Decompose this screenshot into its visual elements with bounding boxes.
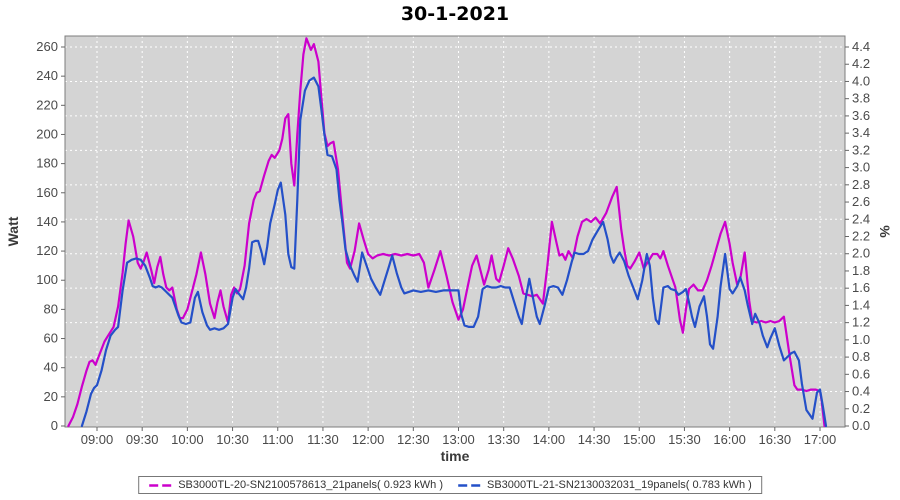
series2-line-marker-icon (458, 483, 482, 487)
legend-label-inverter-21: SB3000TL-21-SN2130032031_19panels( 0.783… (487, 479, 752, 491)
svg-text:3.4: 3.4 (852, 125, 870, 140)
y-axis-right: 0.0 0.2 0.4 0.6 0.8 1.0 1.2 1.4 1.6 1.8 2.0 2.2 2.4 2… (845, 39, 870, 433)
legend-item-inverter-20: SB3000TL-20-SN2100578613_21panels( 0.923… (148, 479, 443, 491)
legend: SB3000TL-20-SN2100578613_21panels( 0.923… (138, 476, 762, 494)
svg-text:10:30: 10:30 (216, 432, 249, 447)
svg-text:20: 20 (44, 389, 58, 404)
legend-item-inverter-21: SB3000TL-21-SN2130032031_19panels( 0.783… (457, 479, 752, 491)
svg-text:14:30: 14:30 (578, 432, 611, 447)
svg-text:100: 100 (36, 272, 58, 287)
svg-text:1.8: 1.8 (852, 263, 870, 278)
svg-text:16:00: 16:00 (713, 432, 746, 447)
svg-text:0.2: 0.2 (852, 401, 870, 416)
svg-text:1.6: 1.6 (852, 280, 870, 295)
svg-text:80: 80 (44, 301, 58, 316)
svg-text:10:00: 10:00 (171, 432, 204, 447)
svg-text:4.2: 4.2 (852, 56, 870, 71)
plot-border (64, 35, 846, 428)
svg-text:1.0: 1.0 (852, 332, 870, 347)
svg-text:140: 140 (36, 214, 58, 229)
svg-text:240: 240 (36, 68, 58, 83)
svg-text:2.0: 2.0 (852, 246, 870, 261)
svg-text:15:30: 15:30 (668, 432, 701, 447)
svg-text:1.4: 1.4 (852, 297, 870, 312)
svg-text:0.4: 0.4 (852, 384, 870, 399)
svg-text:12:30: 12:30 (397, 432, 430, 447)
gridlines (65, 36, 845, 427)
svg-text:3.8: 3.8 (852, 91, 870, 106)
svg-text:17:00: 17:00 (804, 432, 837, 447)
svg-text:11:00: 11:00 (262, 432, 294, 447)
svg-text:160: 160 (36, 185, 58, 200)
axis-title-percent: % (877, 225, 893, 238)
svg-text:200: 200 (36, 126, 58, 141)
svg-text:14:00: 14:00 (533, 432, 566, 447)
svg-text:09:30: 09:30 (126, 432, 159, 447)
plot-background (65, 36, 845, 427)
svg-text:3.0: 3.0 (852, 160, 870, 175)
svg-text:3.6: 3.6 (852, 108, 870, 123)
y-axis-left: 0 20 40 60 80 100 120 140 160 180 200 220 240 260 (36, 39, 65, 433)
svg-text:13:00: 13:00 (442, 432, 475, 447)
svg-text:15:00: 15:00 (623, 432, 656, 447)
svg-text:09:00: 09:00 (81, 432, 114, 447)
series1-line-marker-icon (149, 483, 174, 487)
svg-text:60: 60 (44, 331, 58, 346)
svg-text:120: 120 (36, 243, 58, 258)
svg-text:2.2: 2.2 (852, 229, 870, 244)
chart-title: 30-1-2021 (400, 3, 510, 25)
svg-text:0.8: 0.8 (852, 349, 870, 364)
svg-text:180: 180 (36, 156, 58, 171)
svg-text:40: 40 (44, 360, 58, 375)
svg-text:4.4: 4.4 (852, 39, 870, 54)
svg-text:2.8: 2.8 (852, 177, 870, 192)
svg-text:4.0: 4.0 (852, 73, 870, 88)
svg-text:2.4: 2.4 (852, 211, 870, 226)
svg-text:0.0: 0.0 (852, 418, 870, 433)
svg-text:11:30: 11:30 (307, 432, 339, 447)
legend-label-inverter-20: SB3000TL-20-SN2100578613_21panels( 0.923… (178, 479, 443, 491)
svg-text:2.6: 2.6 (852, 194, 870, 209)
axis-title-watt: Watt (5, 216, 21, 246)
svg-text:0: 0 (51, 418, 58, 433)
svg-text:1.2: 1.2 (852, 315, 870, 330)
svg-text:13:30: 13:30 (487, 432, 520, 447)
x-axis: 09:00 09:30 10:00 10:30 11:00 11:30 12:00 12:30… (81, 427, 837, 447)
svg-text:260: 260 (36, 39, 58, 54)
series-line-1 (67, 37, 826, 428)
svg-text:3.2: 3.2 (852, 142, 870, 157)
svg-text:12:00: 12:00 (352, 432, 385, 447)
series-line-2 (80, 76, 828, 428)
svg-text:220: 220 (36, 97, 58, 112)
svg-text:16:30: 16:30 (759, 432, 792, 447)
axis-title-time: time (441, 448, 470, 464)
svg-text:0.6: 0.6 (852, 366, 870, 381)
